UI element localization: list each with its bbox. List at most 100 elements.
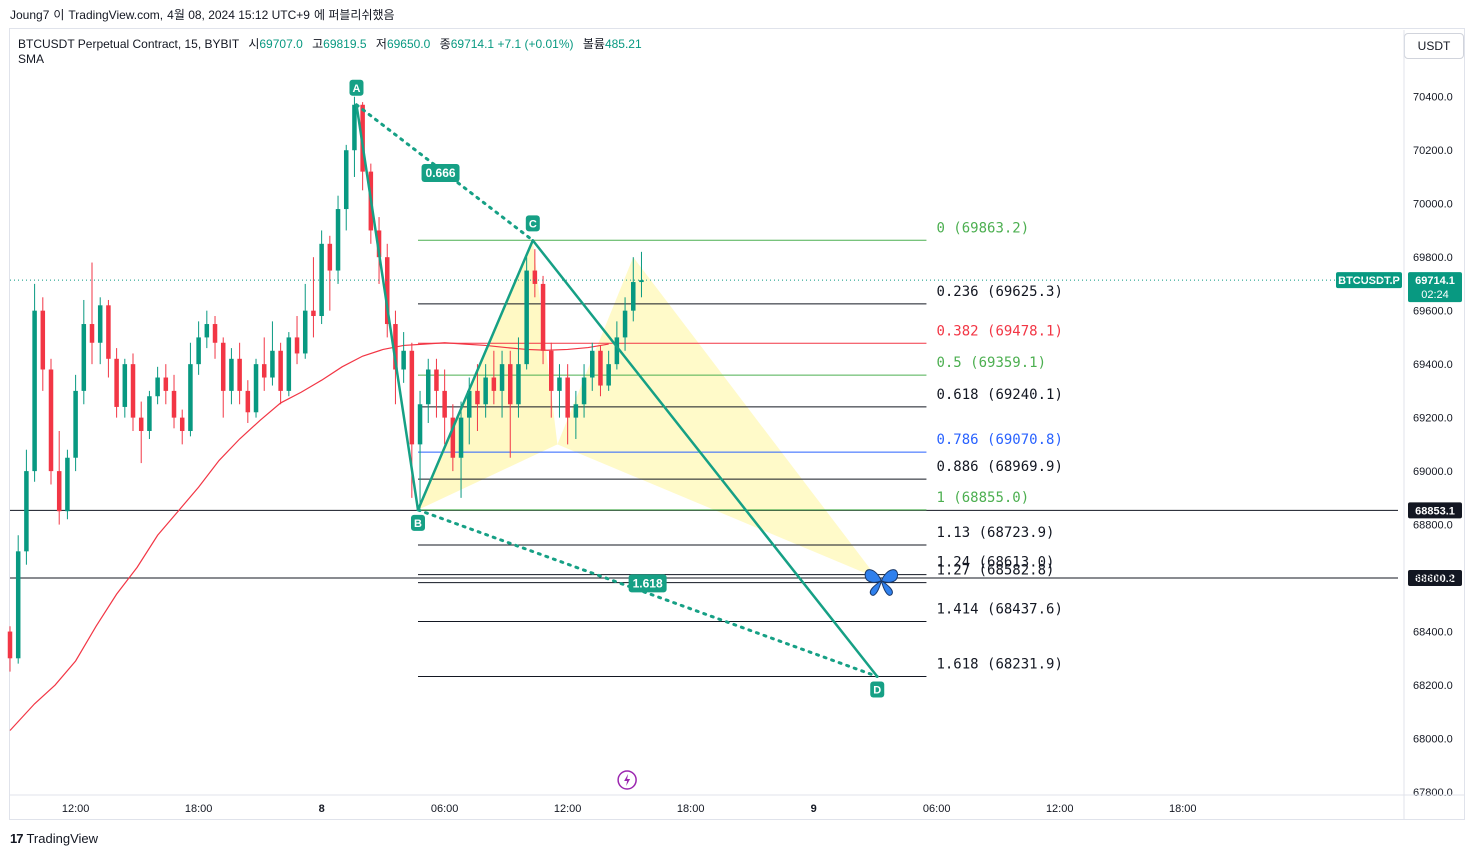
pattern-leg-cd: [531, 239, 879, 678]
symbol-tag-bg: [1336, 272, 1402, 289]
pattern-fill-cd: [557, 257, 878, 579]
candle-body-6: [56, 471, 62, 512]
horizontal-line-label-0: 68853.1: [1415, 505, 1455, 517]
candle-body-19: [163, 377, 169, 391]
y-tick-7: 69000.0: [1413, 466, 1453, 478]
open-label: 시: [248, 37, 260, 51]
site-name: TradingView.com,: [68, 8, 164, 22]
high-label: 고: [312, 37, 324, 51]
y-tick-8: 68800.0: [1413, 520, 1453, 532]
x-tick-1: 18:00: [185, 803, 213, 815]
candle-body-42: [352, 104, 357, 151]
candle-body-33: [278, 350, 283, 391]
butterfly-wing-tr: [880, 569, 898, 583]
pattern-ratio-bg-0: [421, 163, 460, 182]
volume-value: 485.21: [604, 37, 642, 51]
lightning-bolt-icon: [624, 774, 631, 786]
candle-body-8: [73, 390, 78, 458]
candle-body-61: [507, 364, 513, 405]
candle-body-30: [253, 364, 259, 413]
fib-level-label-0: 0 (69863.2): [936, 220, 1029, 236]
candle-body-0: [7, 631, 13, 659]
candle-body-64: [532, 270, 538, 284]
candle-body-54: [450, 417, 456, 458]
fibonacci-layer: 0 (69863.2) 0.236 (69625.3) 0.382 (69478.1…: [417, 220, 1063, 678]
pattern-ratio-1: 1.618: [633, 576, 663, 590]
y-tick-13: 67800.0: [1413, 787, 1453, 799]
pattern-diagonal-bd: [416, 508, 879, 678]
x-tick-3: 06:00: [431, 803, 459, 815]
candle-body-25: [212, 324, 218, 343]
sma-indicator-legend[interactable]: SMA: [18, 52, 45, 66]
candle-body-67: [557, 377, 562, 391]
candle-body-45: [376, 230, 382, 258]
pattern-leg-bc: [416, 239, 535, 512]
x-tick-6: 9: [811, 803, 817, 815]
fib-level-label-1.618: 1.618 (68231.9): [936, 657, 1062, 673]
published-word: 에 퍼블리쉬했음: [313, 8, 395, 22]
candle-body-66: [549, 350, 554, 391]
horizontal-line-label-bg-0: [1408, 502, 1462, 519]
fib-level-label-1.27: 1.27 (68582.8): [936, 563, 1054, 579]
symbol-legend[interactable]: BTCUSDT Perpetual Contract, 15, BYBIT 시 6…: [18, 35, 642, 52]
pattern-leg-ab: [355, 103, 420, 512]
candle-body-18: [155, 377, 160, 397]
butterfly-wing-br: [880, 579, 893, 596]
close-label: 종: [439, 37, 451, 51]
author-name[interactable]: Joung7: [10, 8, 50, 22]
candle-body-11: [97, 305, 103, 343]
harmonic-pattern-layer: A B C D 0.666 1.618: [349, 79, 898, 698]
pattern-point-C: C: [529, 218, 537, 230]
y-tick-4: 69600.0: [1413, 306, 1453, 318]
current-price-label: 69714.1: [1415, 275, 1455, 287]
fib-level-label-0.236: 0.236 (69625.3): [936, 284, 1062, 300]
candle-body-57: [475, 390, 480, 405]
y-tick-1: 70200.0: [1413, 145, 1453, 157]
candle-body-1: [15, 551, 21, 659]
axis-layer: 70400.0 70200.0 70000.0 69800.0 69600.0 69400…: [10, 30, 1464, 820]
candle-body-70: [581, 377, 587, 405]
symbol-title: BTCUSDT Perpetual Contract, 15, BYBIT: [18, 37, 239, 51]
x-tick-7: 06:00: [923, 803, 951, 815]
x-tick-4: 12:00: [554, 803, 582, 815]
y-tick-11: 68200.0: [1413, 680, 1453, 692]
publish-info: Joung7 이 TradingView.com, 4월 08, 2024 15:12…: [10, 6, 399, 23]
candle-body-20: [171, 390, 177, 418]
candle-body-32: [270, 350, 275, 378]
fib-level-label-0.886: 0.886 (68969.9): [936, 459, 1062, 475]
candle-body-4: [40, 310, 46, 370]
low-value: 69650.0: [386, 37, 431, 51]
candle-body-5: [48, 369, 54, 472]
candle-body-17: [147, 396, 152, 431]
candle-body-72: [598, 350, 603, 386]
fib-level-label-0.786: 0.786 (69070.8): [936, 432, 1062, 448]
close-value: 69714.1: [450, 37, 495, 51]
candle-body-74: [614, 337, 620, 365]
x-tick-5: 18:00: [677, 803, 705, 815]
candle-body-56: [466, 390, 472, 418]
candle-body-50: [417, 404, 423, 445]
horizontal-lines-layer: 68853.1 68600.2: [10, 502, 1462, 587]
y-tick-12: 68000.0: [1413, 734, 1453, 746]
candle-body-34: [286, 337, 292, 391]
pattern-point-bg-B: [410, 514, 425, 531]
candle-body-15: [130, 364, 136, 418]
candle-body-47: [393, 324, 398, 370]
fib-level-label-1.24: 1.24 (68613.0): [936, 555, 1054, 571]
y-tick-0: 70400.0: [1413, 92, 1453, 104]
candle-body-10: [89, 324, 95, 343]
candle-body-37: [311, 310, 316, 317]
candle-body-3: [32, 310, 37, 472]
symbol-tag: BTCUSDT.P: [1338, 275, 1400, 287]
fib-level-label-0.618: 0.618 (69240.1): [936, 387, 1062, 403]
candle-body-63: [524, 270, 529, 365]
publish-date: 4월 08, 2024 15:12 UTC+9: [167, 8, 310, 22]
candle-body-58: [483, 377, 488, 405]
pattern-point-bg-D: [870, 681, 885, 698]
overlay-layer: [10, 279, 1398, 790]
candle-body-39: [327, 243, 333, 271]
tradingview-logo[interactable]: 17 TradingView: [10, 831, 98, 846]
candle-body-51: [425, 369, 431, 405]
on-word: 이: [53, 8, 65, 22]
